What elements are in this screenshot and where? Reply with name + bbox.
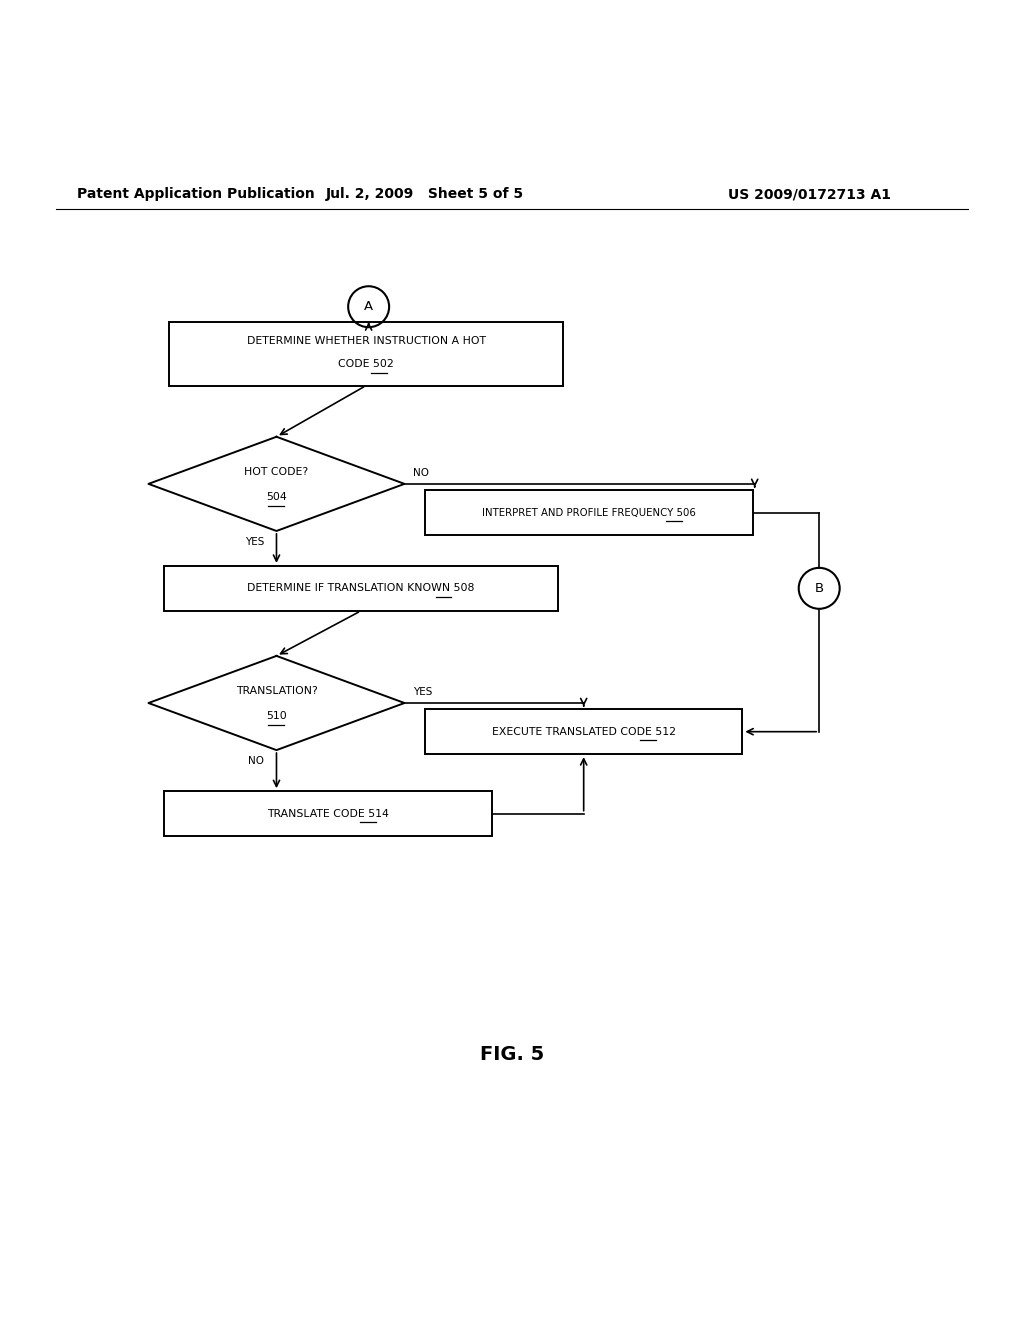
Text: CODE 502: CODE 502: [338, 359, 394, 370]
Text: TRANSLATE CODE 514: TRANSLATE CODE 514: [266, 809, 389, 818]
Text: FIG. 5: FIG. 5: [480, 1044, 544, 1064]
Text: DETERMINE WHETHER INSTRUCTION A HOT: DETERMINE WHETHER INSTRUCTION A HOT: [247, 335, 485, 346]
Text: Jul. 2, 2009   Sheet 5 of 5: Jul. 2, 2009 Sheet 5 of 5: [326, 187, 524, 201]
Text: INTERPRET AND PROFILE FREQUENCY 506: INTERPRET AND PROFILE FREQUENCY 506: [482, 508, 695, 517]
Text: TRANSLATION?: TRANSLATION?: [236, 685, 317, 696]
Text: YES: YES: [413, 686, 432, 697]
Text: HOT CODE?: HOT CODE?: [245, 466, 308, 477]
Text: A: A: [365, 300, 373, 313]
FancyBboxPatch shape: [425, 490, 753, 535]
Text: DETERMINE IF TRANSLATION KNOWN 508: DETERMINE IF TRANSLATION KNOWN 508: [247, 583, 475, 593]
Text: NO: NO: [413, 467, 429, 478]
FancyBboxPatch shape: [164, 566, 558, 611]
FancyBboxPatch shape: [164, 791, 492, 836]
Text: YES: YES: [245, 537, 264, 546]
Text: 504: 504: [266, 492, 287, 502]
Text: NO: NO: [248, 756, 264, 766]
FancyBboxPatch shape: [169, 322, 563, 385]
Text: EXECUTE TRANSLATED CODE 512: EXECUTE TRANSLATED CODE 512: [492, 727, 676, 737]
Text: 510: 510: [266, 711, 287, 721]
Text: Patent Application Publication: Patent Application Publication: [77, 187, 314, 201]
FancyBboxPatch shape: [425, 709, 742, 754]
Text: B: B: [815, 582, 823, 595]
Text: US 2009/0172713 A1: US 2009/0172713 A1: [728, 187, 891, 201]
